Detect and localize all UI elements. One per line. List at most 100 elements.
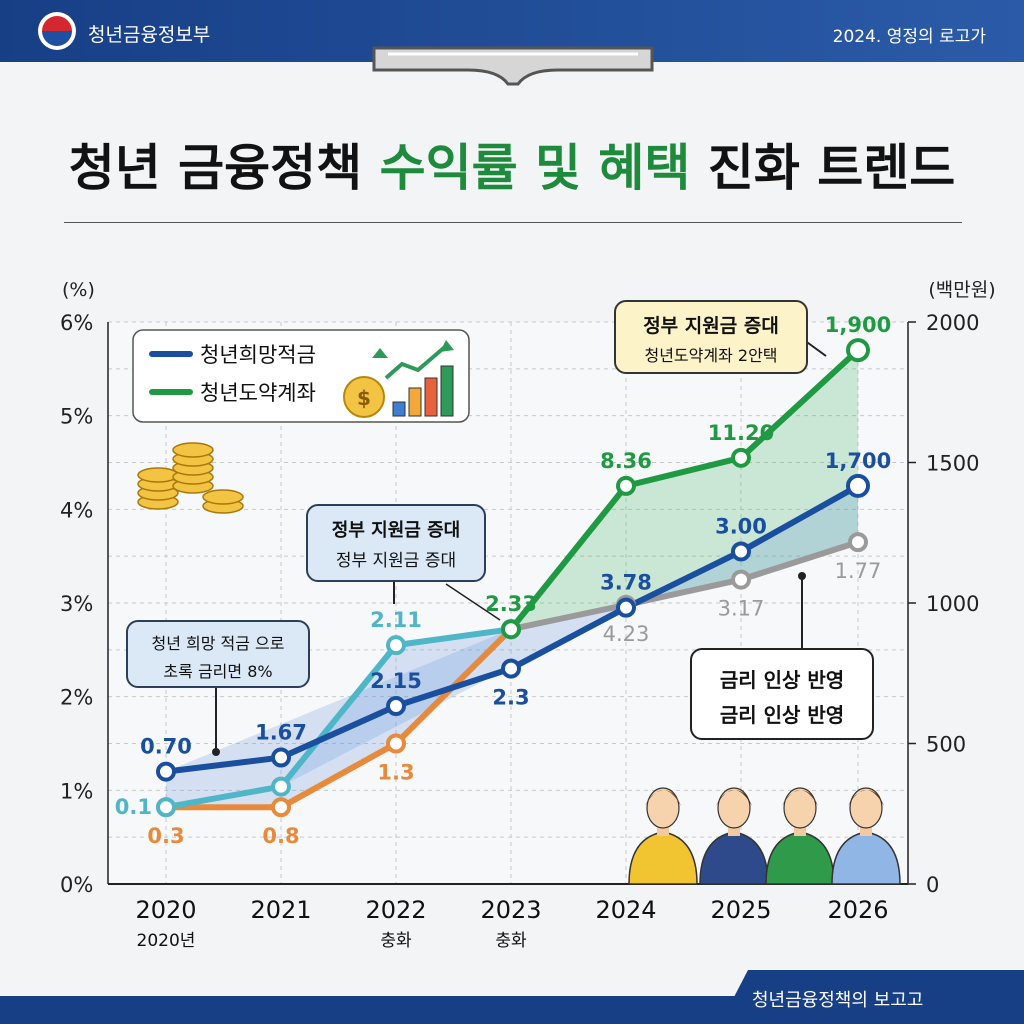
y-left-tick-label: 5% xyxy=(60,405,93,429)
data-label: 11.20 xyxy=(708,421,774,445)
trend-arrow-head-icon xyxy=(440,340,454,352)
data-label: 2.11 xyxy=(370,608,422,632)
title-part-3: 진화 트렌드 xyxy=(690,139,956,197)
data-point xyxy=(271,797,291,818)
x-tick-label: 2021 xyxy=(250,896,311,924)
data-label: 1.67 xyxy=(255,721,307,745)
person-hair-icon xyxy=(716,790,752,806)
data-label: 3.00 xyxy=(715,514,767,538)
x-tick-label: 2022 xyxy=(365,896,426,924)
person-hair-icon xyxy=(645,790,681,806)
data-label: 2.3 xyxy=(492,686,529,710)
person-face-icon xyxy=(646,787,680,829)
title-part-1: 청년 금융정책 xyxy=(68,139,380,197)
y-right-tick-label: 0 xyxy=(926,873,939,897)
data-label: 4.23 xyxy=(603,622,650,646)
y-left-tick-label: 3% xyxy=(60,592,93,616)
footer-bar xyxy=(0,996,1024,1024)
data-point xyxy=(846,473,870,498)
data-point xyxy=(616,475,636,496)
data-point xyxy=(156,761,176,782)
callout-middle: 정부 지원금 증대 정부 지원금 증대 xyxy=(306,504,486,582)
data-point xyxy=(386,696,406,717)
data-label: 0.8 xyxy=(262,824,299,848)
header-date: 2024. 영정의 로고가 xyxy=(832,27,986,47)
coin-icon xyxy=(343,376,385,418)
y-right-tick-label: 2000 xyxy=(926,311,979,335)
data-point xyxy=(271,776,291,797)
title-divider xyxy=(64,222,962,223)
page-title: 청년 금융정책 수익률 및 혜택 진화 트렌드 xyxy=(0,128,1024,200)
data-label: 3.17 xyxy=(718,597,765,621)
bar-icon xyxy=(424,377,438,417)
data-label: 0.1 xyxy=(115,795,152,819)
data-point xyxy=(848,532,868,553)
series-band xyxy=(511,350,858,630)
data-point xyxy=(846,338,870,363)
callout-pointer-dot xyxy=(212,748,220,756)
series-band xyxy=(166,485,858,808)
y-right-tick-label: 1000 xyxy=(926,592,979,616)
data-point xyxy=(386,733,406,754)
x-sub-label: 충화 xyxy=(380,931,412,951)
y-left-tick-label: 0% xyxy=(60,873,93,897)
bar-icon xyxy=(408,387,422,417)
callout-left: 청년 희망 적금 으로 초록 금리면 8% xyxy=(126,620,310,688)
callout-middle-line2: 정부 지원금 증대 xyxy=(335,551,457,571)
x-tick-label: 2026 xyxy=(827,896,888,924)
data-label: 1.77 xyxy=(835,559,882,583)
callout-top-right-line2: 청년도약계좌 2안택 xyxy=(644,346,778,365)
data-point xyxy=(501,619,521,640)
callout-right-line2: 금리 인상 반영 xyxy=(719,703,845,727)
person-face-icon xyxy=(717,787,751,829)
x-tick-label: 2024 xyxy=(595,896,656,924)
callout-pointer xyxy=(445,583,501,621)
trend-arrow-icon xyxy=(384,344,448,380)
series-line xyxy=(508,539,861,633)
x-tick-label: 2025 xyxy=(710,896,771,924)
legend-box xyxy=(132,329,470,423)
y-right-tick-label: 1500 xyxy=(926,452,979,476)
data-label: 1,900 xyxy=(825,313,891,337)
x-sub-label: 충화 xyxy=(495,931,527,951)
person-hair-icon xyxy=(782,790,818,806)
person-hair-icon xyxy=(848,790,884,806)
data-point xyxy=(731,569,751,590)
callout-left-line1: 청년 희망 적금 으로 xyxy=(151,634,285,653)
data-point xyxy=(731,447,751,468)
government-emblem-icon xyxy=(38,12,76,50)
y-right-unit: (백만원) xyxy=(928,279,995,301)
y-right-tick-label: 500 xyxy=(926,733,966,757)
data-label: 3.78 xyxy=(600,571,652,595)
data-label: 0.70 xyxy=(140,735,192,759)
y-left-tick-label: 2% xyxy=(60,686,93,710)
series-line xyxy=(163,626,514,811)
coin-symbol: $ xyxy=(357,386,371,410)
y-left-tick-label: 6% xyxy=(60,311,93,335)
x-tick-label: 2020 xyxy=(135,896,196,924)
person-face-icon xyxy=(849,787,883,829)
legend-label-2: 청년도약계좌 xyxy=(200,381,316,405)
data-label: 2.33 xyxy=(485,592,537,616)
legend-label-1: 청년희망적금 xyxy=(200,343,316,367)
young-people-illustration xyxy=(628,787,901,885)
callout-top-right-line1: 정부 지원금 증대 xyxy=(643,315,779,337)
callout-top-right: 정부 지원금 증대 청년도약계좌 2안택 xyxy=(614,300,808,374)
callout-right: 금리 인상 반영 금리 인상 반영 xyxy=(690,648,874,740)
title-part-2: 수익률 및 혜택 xyxy=(379,139,691,197)
callout-middle-line1: 정부 지원금 증대 xyxy=(331,520,461,541)
callout-left-line2: 초록 금리면 8% xyxy=(163,662,273,681)
y-left-tick-label: 4% xyxy=(60,498,93,522)
data-point xyxy=(386,635,406,656)
callout-pointer-dot xyxy=(798,572,806,580)
clipboard-clip-icon xyxy=(372,46,654,86)
callout-right-line1: 금리 인상 반영 xyxy=(719,668,845,692)
person-face-icon xyxy=(783,787,817,829)
growth-chart-icon: $ xyxy=(343,340,454,418)
data-point xyxy=(616,597,636,618)
data-point xyxy=(501,658,521,679)
data-label: 0.3 xyxy=(147,824,184,848)
data-label: 2.15 xyxy=(370,669,422,693)
org-name: 청년금융정보부 xyxy=(88,24,211,46)
